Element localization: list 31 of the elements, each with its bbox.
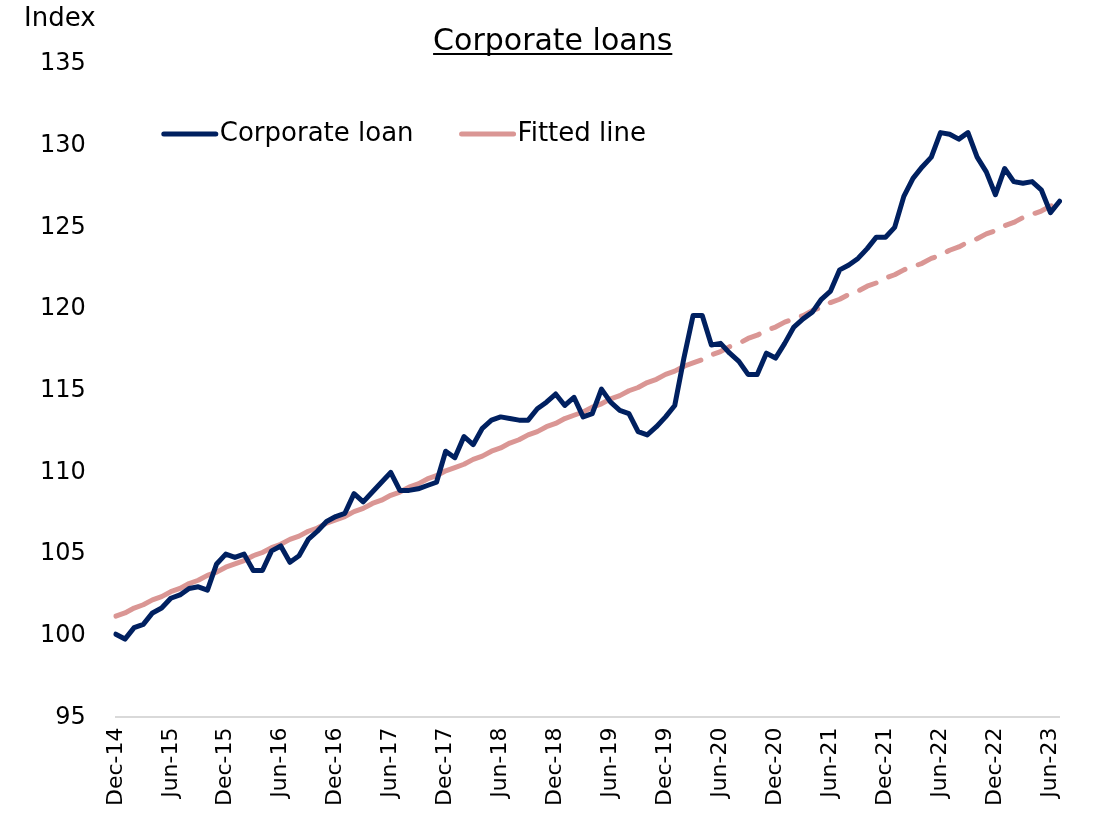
y-tick-label: 125 — [40, 211, 86, 240]
legend-label: Fitted line — [517, 116, 646, 147]
x-tick-label: Dec-21 — [871, 727, 897, 807]
y-axis-title: Index — [24, 1, 96, 32]
x-tick-label: Jun-17 — [376, 727, 402, 800]
y-tick-label: 110 — [40, 456, 86, 485]
chart-title: Corporate loans — [433, 22, 673, 57]
y-tick-label: 95 — [55, 701, 86, 730]
x-tick-label: Jun-22 — [926, 727, 952, 800]
x-tick-label: Jun-23 — [1036, 727, 1062, 800]
y-tick-label: 120 — [40, 293, 86, 322]
y-tick-label: 115 — [40, 374, 86, 403]
y-tick-label: 105 — [40, 538, 86, 567]
x-tick-label: Dec-16 — [321, 727, 347, 807]
x-tick-label: Dec-19 — [651, 727, 677, 807]
x-tick-label: Dec-17 — [431, 727, 457, 807]
y-tick-label: 130 — [40, 129, 86, 158]
x-tick-label: Jun-18 — [486, 727, 512, 800]
x-tick-label: Jun-19 — [596, 727, 622, 800]
x-tick-label: Dec-18 — [541, 727, 567, 807]
legend-label: Corporate loan — [219, 116, 414, 147]
x-tick-label: Jun-21 — [816, 727, 842, 800]
y-tick-label: 135 — [40, 48, 86, 77]
x-tick-label: Dec-14 — [101, 727, 127, 807]
x-tick-label: Dec-20 — [761, 727, 787, 807]
x-tick-label: Jun-20 — [706, 727, 732, 800]
x-tick-label: Dec-15 — [211, 727, 237, 807]
y-tick-label: 100 — [40, 620, 86, 649]
x-tick-label: Dec-22 — [981, 727, 1007, 807]
x-tick-label: Jun-15 — [156, 727, 182, 800]
x-tick-label: Jun-16 — [266, 727, 292, 800]
